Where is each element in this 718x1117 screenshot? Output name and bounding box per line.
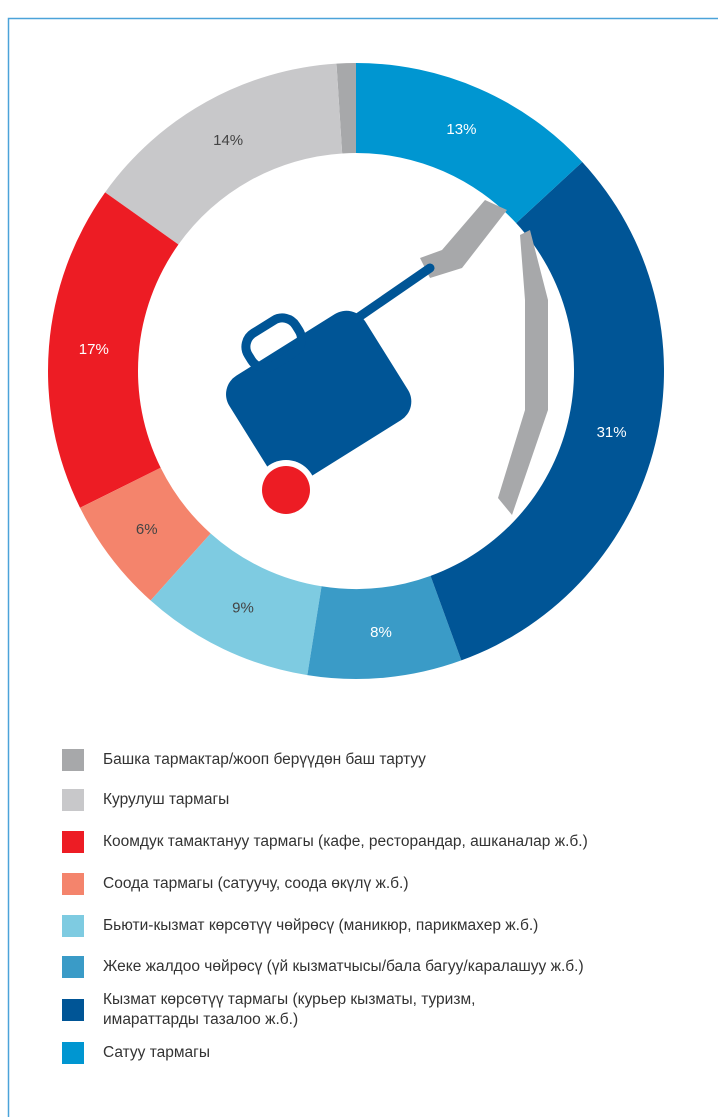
donut-segment bbox=[356, 63, 583, 224]
value-label: 8% bbox=[370, 624, 392, 641]
legend-label: Кызмат көрсөтүү тармагы (курьер кызматы,… bbox=[103, 991, 476, 1028]
legend-swatch bbox=[62, 915, 84, 937]
value-label: 17% bbox=[79, 341, 109, 358]
legend-label: Бьюти-кызмат көрсөтүү чөйрөсү (маникюр, … bbox=[103, 917, 539, 934]
legend-label: Коомдук тамактануу тармагы (кафе, рестор… bbox=[103, 833, 588, 850]
value-label: 9% bbox=[232, 599, 254, 616]
legend-label: Соода тармагы (сатуучу, соода өкүлү ж.б.… bbox=[103, 875, 409, 892]
legend-item: Жеке жалдоо чөйрөсү (үй кызматчысы/бала … bbox=[62, 956, 584, 978]
legend-item: Кызмат көрсөтүү тармагы (курьер кызматы,… bbox=[62, 990, 475, 1030]
legend-swatch bbox=[62, 999, 84, 1021]
legend-swatch bbox=[62, 873, 84, 895]
legend-item: Курулуш тармагы bbox=[62, 789, 229, 811]
legend-swatch bbox=[62, 956, 84, 978]
donut-segment bbox=[150, 533, 322, 676]
legend-label: Курулуш тармагы bbox=[103, 791, 230, 808]
legend-swatch bbox=[62, 1042, 84, 1064]
legend-label: Башка тармактар/жооп берүүдөн баш тартуу bbox=[103, 751, 426, 768]
legend-swatch bbox=[62, 831, 84, 853]
donut-segment bbox=[80, 467, 211, 601]
donut-segment bbox=[307, 575, 462, 679]
donut-segment bbox=[430, 162, 664, 661]
donut-segment bbox=[105, 63, 343, 245]
legend-item: Сатуу тармагы bbox=[62, 1042, 210, 1064]
icon bbox=[226, 200, 548, 520]
legend-swatch bbox=[62, 749, 84, 771]
legend-item: Соода тармагы (сатуучу, соода өкүлү ж.б.… bbox=[62, 873, 409, 895]
donut-segment bbox=[336, 63, 356, 154]
legend-item: Башка тармактар/жооп берүүдөн баш тартуу bbox=[62, 749, 426, 771]
value-label: 13% bbox=[446, 121, 476, 138]
legend-item: Бьюти-кызмат көрсөтүү чөйрөсү (маникюр, … bbox=[62, 915, 538, 937]
legend-label: Жеке жалдоо чөйрөсү (үй кызматчысы/бала … bbox=[103, 958, 584, 975]
legend-label: Сатуу тармагы bbox=[103, 1044, 210, 1061]
value-label: 14% bbox=[213, 132, 243, 149]
legend-item: Коомдук тамактануу тармагы (кафе, рестор… bbox=[62, 831, 588, 853]
donut-segment bbox=[47, 192, 179, 508]
value-label: 6% bbox=[136, 521, 158, 538]
value-label: 31% bbox=[597, 424, 627, 441]
legend-swatch bbox=[62, 789, 84, 811]
frame bbox=[7, 17, 718, 1117]
